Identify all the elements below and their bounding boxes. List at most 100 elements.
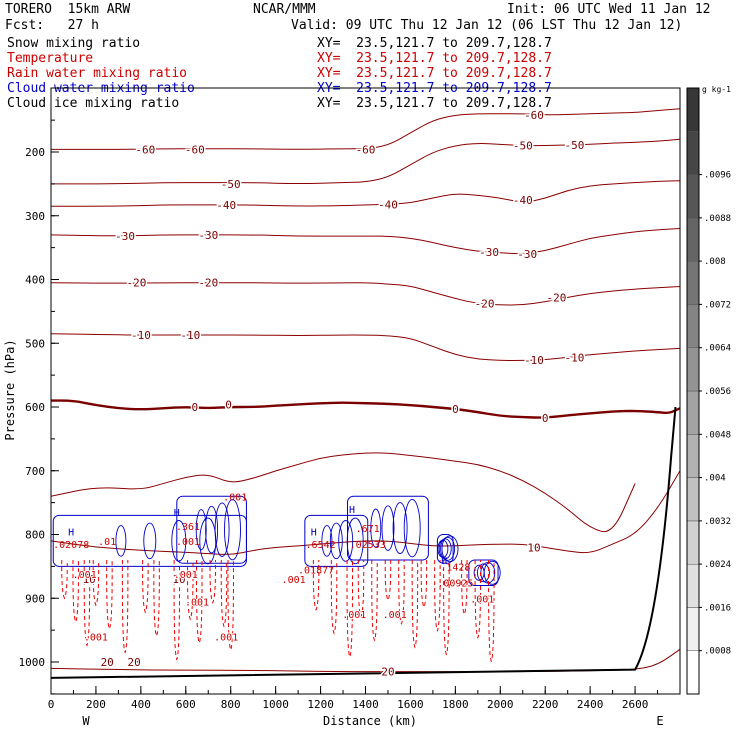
isotherm-label: -50 xyxy=(221,178,241,191)
cloud-water-layer xyxy=(52,495,501,586)
isotherm-line xyxy=(50,333,681,362)
x-tick-label: 1000 xyxy=(262,698,289,711)
field-xy-rain: XY= 23.5,121.7 to 209.7,128.7 xyxy=(317,66,552,81)
cloud-water-label: .02078 xyxy=(53,540,89,551)
rain-layer xyxy=(61,559,495,663)
y-tick-label: 1000 xyxy=(19,656,46,669)
rain-contour xyxy=(209,559,216,604)
cloud-water-contour xyxy=(224,499,241,561)
isotherm-label: -50 xyxy=(564,139,584,152)
cloud-water-contour xyxy=(473,564,485,581)
cloud-water-label: .6542 xyxy=(306,540,336,551)
colorbar-cell xyxy=(686,217,700,262)
isotherm-label: -30 xyxy=(198,229,218,242)
isotherm-label: -10 xyxy=(564,351,584,364)
colorbar-cell xyxy=(686,347,700,392)
y-tick-label: 500 xyxy=(25,337,45,350)
field-name-cloud-water: Cloud water mixing ratio xyxy=(7,81,195,96)
isotherm-line xyxy=(50,108,681,150)
cloud-water-contour xyxy=(321,525,333,557)
colorbar-cell xyxy=(686,607,700,651)
field-name-temperature: Temperature xyxy=(7,51,94,66)
cloud-water-contour xyxy=(370,508,382,548)
outer-isotherm-line xyxy=(50,452,636,533)
x-tick-label: 800 xyxy=(221,698,241,711)
colorbar-cell xyxy=(686,87,700,132)
isotherm-label: 0 xyxy=(542,412,549,425)
isotherm-label: -20 xyxy=(546,291,566,304)
x-end-label-west: W xyxy=(82,714,90,728)
isotherm-line xyxy=(50,648,681,673)
rain-label: .001 xyxy=(73,570,97,581)
colorbar-cell xyxy=(686,260,700,305)
cloud-water-contour xyxy=(347,495,429,561)
rain-label: .001 xyxy=(214,633,238,644)
y-tick-label: 400 xyxy=(25,274,45,287)
forecast-hour: Fcst: 27 h xyxy=(5,18,99,33)
rain-contour xyxy=(153,559,160,637)
cloud-water-contour xyxy=(480,562,496,584)
model-label: TORERO 15km ARW xyxy=(5,2,131,17)
x-tick-label: 1600 xyxy=(397,698,424,711)
plot-frame xyxy=(50,87,681,695)
cloud-water-label: H xyxy=(441,556,447,567)
x-tick-label: 200 xyxy=(86,698,106,711)
cloud-water-label: .001 xyxy=(176,537,200,548)
colorbar-cell xyxy=(686,390,700,435)
isotherm-label: -40 xyxy=(216,199,236,212)
cloud-water-label: .361 xyxy=(176,522,200,533)
cloud-water-contour xyxy=(195,509,207,551)
colorbar-tick-label: .0096 xyxy=(704,171,731,181)
cloud-water-contour xyxy=(476,563,490,583)
colorbar-tick-label: .008 xyxy=(704,257,726,267)
valid-time: Valid: 09 UTC Thu 12 Jan 12 (06 LST Thu … xyxy=(291,18,683,33)
colorbar-tick-label: .0008 xyxy=(704,647,731,657)
cloud-water-label: .1428 xyxy=(440,562,470,573)
cloud-water-label: H xyxy=(68,527,74,538)
cloud-water-label: .02533 xyxy=(350,540,386,551)
rain-contour xyxy=(346,559,354,659)
center-label: NCAR/MMM xyxy=(253,2,316,17)
colorbar-cell xyxy=(686,434,700,478)
rain-contour xyxy=(384,559,392,602)
y-tick-label: 700 xyxy=(25,465,45,478)
x-tick-label: 0 xyxy=(48,698,55,711)
isotherm-label: -50 xyxy=(513,140,533,153)
isotherm-line xyxy=(50,470,681,555)
cloud-water-contour xyxy=(143,522,157,560)
x-axis-title: Distance (km) xyxy=(323,714,417,728)
rain-contour xyxy=(312,559,320,611)
cloud-water-contour xyxy=(436,534,454,564)
isotherm-label: -60 xyxy=(135,143,155,156)
colorbar-tick-label: .0088 xyxy=(704,214,731,224)
cloud-water-label: .01 xyxy=(98,537,116,548)
colorbar-tick-label: .0024 xyxy=(704,560,731,570)
axes-layer: 0 200 400 600 800 1000 1200 1400 1600 1800 2000 220… xyxy=(19,119,681,711)
x-tick-label: 2000 xyxy=(487,698,514,711)
x-tick-label: 2600 xyxy=(622,698,649,711)
x-tick-label: 2400 xyxy=(577,698,604,711)
cloud-water-contour xyxy=(115,525,127,557)
cloud-water-contour xyxy=(441,535,459,563)
isotherm-label: 10 xyxy=(172,573,185,586)
cloud-water-label: .001 xyxy=(223,492,247,503)
rain-label: .001 xyxy=(383,610,407,621)
field-xy-snow: XY= 23.5,121.7 to 209.7,128.7 xyxy=(317,36,552,51)
cloud-water-label: .00925 xyxy=(437,578,473,589)
isotherm-label: -20 xyxy=(198,277,218,290)
colorbar-tick-label: .0032 xyxy=(704,517,731,527)
isotherm-line xyxy=(50,228,681,255)
outer-isotherm-layer xyxy=(50,452,636,533)
colorbar-tick-label: .0072 xyxy=(704,300,731,310)
y-tick-label: 200 xyxy=(25,146,45,159)
cloud-water-contour xyxy=(338,520,354,562)
colorbar-unit: g kg-1 xyxy=(702,85,731,94)
cloud-water-contour xyxy=(381,505,395,551)
rain-label: .001 xyxy=(84,633,108,644)
rain-contour xyxy=(83,559,91,647)
isotherm-label: -30 xyxy=(479,246,499,259)
colorbar-cell xyxy=(686,477,700,522)
cloud-water-contour xyxy=(468,559,499,586)
isotherm-label: -10 xyxy=(131,329,151,342)
